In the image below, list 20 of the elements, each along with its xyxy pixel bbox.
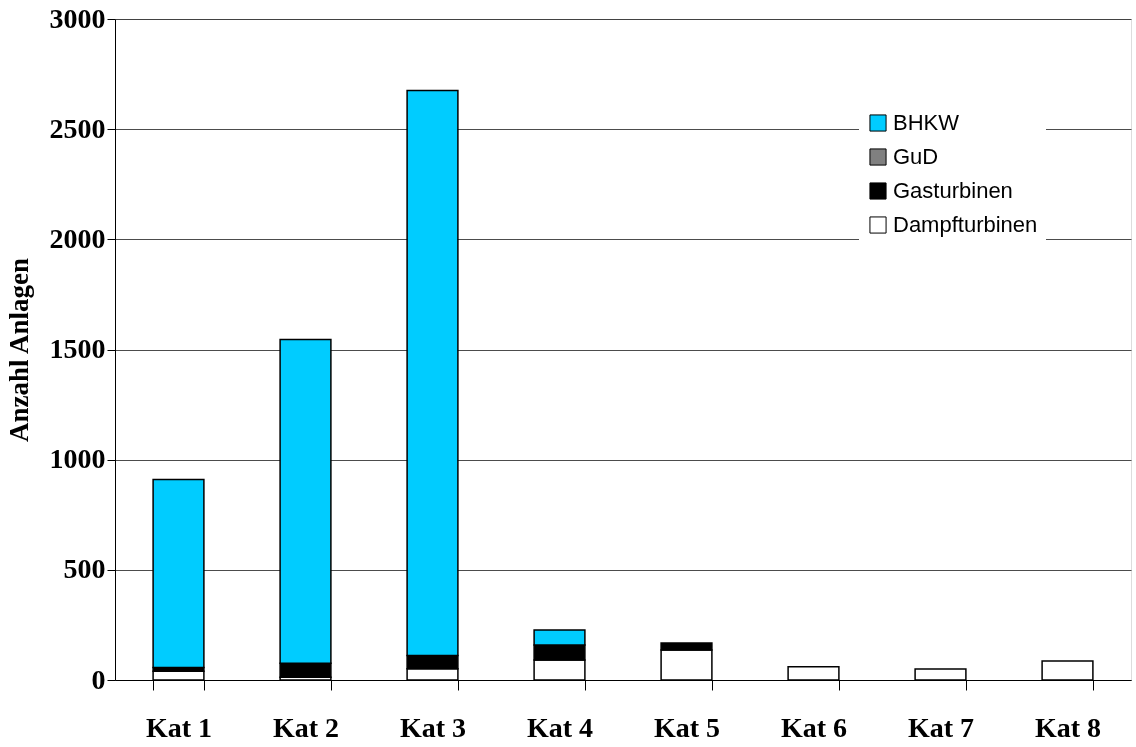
y-tick-label: 500 — [63, 553, 106, 585]
x-tick-label: Kat 2 — [272, 711, 340, 743]
y-tick-label: 1000 — [49, 443, 106, 475]
x-tick-label: Kat 8 — [1034, 711, 1102, 743]
x-tick-label: Kat 5 — [653, 711, 721, 743]
x-tick-label: Kat 6 — [780, 711, 848, 743]
y-tick-label: 0 — [91, 663, 106, 695]
y-tick-label: 2000 — [49, 222, 106, 254]
x-tick-label: Kat 7 — [907, 711, 975, 743]
x-tick-label: Kat 4 — [526, 711, 594, 743]
legend-label: BHKW — [893, 110, 960, 135]
x-tick-label: Kat 3 — [399, 711, 467, 743]
legend-label: GuD — [893, 144, 939, 169]
legend-label: Gasturbinen — [893, 178, 1013, 203]
y-tick-label: 2500 — [49, 112, 106, 144]
y-tick-label: 1500 — [49, 333, 106, 364]
y-tick-label: 3000 — [49, 2, 106, 34]
y-axis-title: Anzahl Anlagen — [3, 258, 34, 442]
x-tick-label: Kat 1 — [145, 711, 213, 743]
legend-label: Dampfturbinen — [893, 212, 1038, 237]
